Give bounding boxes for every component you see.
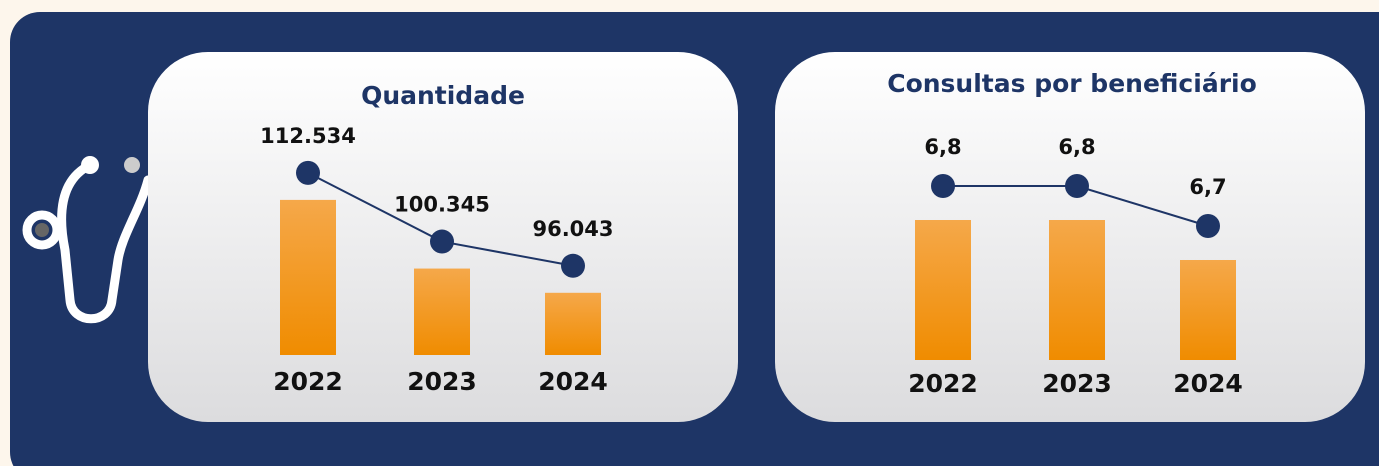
line-dot bbox=[296, 160, 320, 185]
stethoscope-tip bbox=[124, 157, 140, 173]
data-label: 112.534 bbox=[260, 124, 356, 148]
data-label: 6,8 bbox=[924, 135, 961, 159]
line-dot bbox=[1065, 174, 1089, 198]
data-label: 100.345 bbox=[394, 193, 490, 217]
stethoscope-tip bbox=[81, 156, 99, 174]
bar bbox=[1180, 260, 1236, 360]
bar bbox=[280, 199, 336, 355]
line-dot bbox=[931, 174, 955, 198]
chart-title: Consultas por beneficiário bbox=[887, 69, 1257, 98]
x-tick-label: 2022 bbox=[273, 367, 343, 396]
stethoscope-icon bbox=[22, 160, 153, 324]
bar bbox=[545, 292, 601, 355]
data-label: 6,8 bbox=[1058, 135, 1095, 159]
data-label: 6,7 bbox=[1189, 175, 1226, 199]
x-tick-label: 2023 bbox=[407, 367, 477, 396]
x-tick-label: 2022 bbox=[908, 369, 978, 398]
x-tick-label: 2023 bbox=[1042, 369, 1112, 398]
bar bbox=[915, 220, 971, 360]
line-dot bbox=[561, 253, 585, 278]
bar bbox=[1049, 220, 1105, 360]
x-tick-label: 2024 bbox=[1173, 369, 1243, 398]
bar bbox=[414, 268, 470, 355]
line-dot bbox=[430, 229, 454, 254]
chart-title: Quantidade bbox=[361, 81, 525, 110]
x-tick-label: 2024 bbox=[538, 367, 608, 396]
line-dot bbox=[1196, 214, 1220, 238]
data-label: 96.043 bbox=[532, 217, 613, 241]
